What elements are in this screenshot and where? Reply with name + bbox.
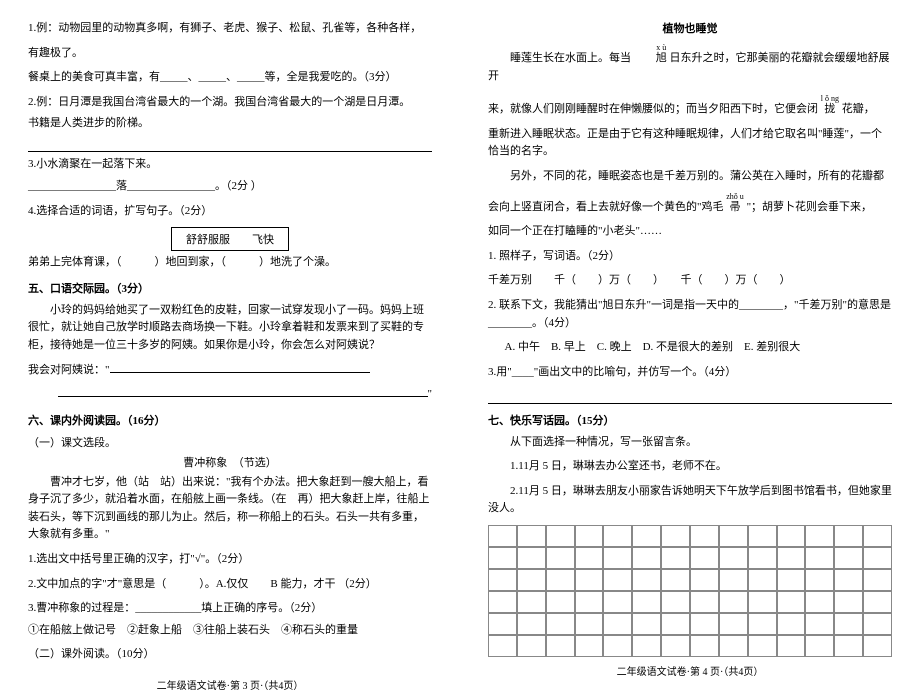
sub-6-1: （一）课文选段。 — [28, 434, 432, 450]
page-left: 1.例：动物园里的动物真多啊，有狮子、老虎、猴子、松鼠、孔雀等，各种各样， 有趣… — [0, 0, 460, 651]
page-right: 植物也睡觉 睡莲生长在水面上。每当 x ù旭 日东升之时，它那美丽的花瓣就会缓缓… — [460, 0, 920, 651]
sub-6-2: （二）课外阅读。（10分） — [28, 646, 432, 664]
excerpt-title: 曹冲称象 （节选） — [28, 454, 432, 470]
dialog-close: " — [428, 388, 433, 400]
passage-p2: 来，就像人们刚刚睡醒时在伸懒腰似的；而当夕阳西下时，它便会闭 l ǒ ng拢 花… — [488, 95, 892, 119]
passage-p4: 另外，不同的花，睡眠姿态也是千差万别的。蒲公英在入睡时，所有的花瓣都 — [488, 168, 892, 186]
text-line: 1.例：动物园里的动物真多啊，有狮子、老虎、猴子、松鼠、孔雀等，各种各样， — [28, 20, 432, 38]
text-line: 我会对阿姨说：" — [28, 362, 432, 380]
excerpt-paragraph: 曹冲才七岁，他（站 站）出来说："我有个办法。把大象赶到一艘大船上，看身子沉了多… — [28, 474, 432, 544]
text-line: 弟弟上完体育课，（ ）地回到家，（ ）地洗了个澡。 — [28, 254, 432, 272]
left-content: 1.例：动物园里的动物真多啊，有狮子、老虎、猴子、松鼠、孔雀等，各种各样， 有趣… — [28, 20, 432, 671]
passage-p1: 睡莲生长在水面上。每当 x ù旭 日东升之时，它那美丽的花瓣就会缓缓地舒展开 — [488, 44, 892, 85]
text-line: 3.小水滴聚在一起落下来。 — [28, 156, 432, 174]
text: 会向上竖直闭合，看上去就好像一个黄色的"鸡毛 — [488, 201, 724, 213]
text-line: 餐桌上的美食可真丰富，有_____、_____、_____等，全是我爱吃的。（3… — [28, 69, 432, 87]
section-6-header: 六、课内外阅读园。（16分） — [28, 412, 432, 428]
ruby-xu: x ù旭 — [634, 44, 667, 65]
passage-title: 植物也睡觉 — [488, 20, 892, 36]
text-line: " — [28, 386, 432, 404]
blank-line — [58, 386, 428, 397]
right-content: 植物也睡觉 睡莲生长在水面上。每当 x ù旭 日东升之时，它那美丽的花瓣就会缓缓… — [488, 20, 892, 657]
rq1-example: 千差万别 千（ ）万（ ） 千（ ）万（ ） — [488, 272, 892, 290]
question-3: 3.曹冲称象的过程是：____________填上正确的序号。（2分） — [28, 600, 432, 618]
p7b: 1.11月 5 日，琳琳去办公室还书，老师不在。 — [488, 458, 892, 476]
text-line: 有趣极了。 — [28, 45, 432, 63]
blank-line — [28, 137, 432, 152]
text: 来，就像人们刚刚睡醒时在伸懒腰似的；而当夕阳西下时，它便会闭 — [488, 103, 818, 115]
question-3-options: ①在船舷上做记号 ②赶象上船 ③往船上装石头 ④称石头的重量 — [28, 622, 432, 640]
paragraph: 小玲的妈妈给她买了一双粉红色的皮鞋，回家一试穿发现小了一码。妈妈上班很忙，就让她… — [28, 302, 432, 355]
text: 花瓣， — [842, 103, 875, 115]
text-line: ________________落________________。（2分 ） — [28, 178, 432, 196]
word-box-wrapper: 舒舒服服 飞快 — [28, 224, 432, 254]
ruby-long: l ǒ ng拢 — [821, 95, 839, 116]
passage-p3: 重新进入睡眠状态。正是由于它有这种睡眠规律，人们才给它取名叫"睡莲"，一个恰当的… — [488, 126, 892, 161]
blank-line — [488, 388, 892, 403]
rq2: 2. 联系下文，我能猜出"旭日东升"一词是指一天中的________，"千差万别… — [488, 297, 892, 332]
p7a: 从下面选择一种情况，写一张留言条。 — [488, 434, 892, 452]
text-line: 书籍是人类进步的阶梯。 — [28, 115, 432, 133]
rq1: 1. 照样子，写词语。（2分） — [488, 248, 892, 266]
word-box: 舒舒服服 飞快 — [171, 227, 289, 251]
dialog-open: 我会对阿姨说：" — [28, 364, 110, 376]
text-line: 2.例：日月潭是我国台湾省最大的一个湖。我国台湾省最大的一个湖是日月潭。 — [28, 94, 432, 112]
text-line: 4.选择合适的词语，扩写句子。（2分） — [28, 203, 432, 221]
text: 睡莲生长在水面上。每当 — [510, 52, 631, 64]
blank-line — [110, 362, 370, 373]
text: "；胡萝卜花则会垂下来， — [747, 201, 873, 213]
section-5-header: 五、口语交际园。（3分） — [28, 280, 432, 296]
section-7-header: 七、快乐写话园。（15分） — [488, 412, 892, 428]
rq3: 3.用"____"画出文中的比喻句，并仿写一个。（4分） — [488, 364, 892, 382]
page-footer-left: 二年级语文试卷·第 3 页·（共4页） — [28, 671, 432, 692]
p7c: 2.11月 5 日，琳琳去朋友小丽家告诉她明天下午放学后到图书馆看书，但她家里没… — [488, 483, 892, 518]
ruby-zhou: zhǒ u帚 — [726, 193, 744, 214]
question-1: 1.选出文中括号里正确的汉字，打"√"。（2分） — [28, 551, 432, 569]
rq2-options: A. 中午 B. 早上 C. 晚上 D. 不是很大的差别 E. 差别很大 — [488, 339, 892, 357]
passage-p6: 如同一个正在打瞌睡的"小老头"…… — [488, 223, 892, 241]
passage-p5: 会向上竖直闭合，看上去就好像一个黄色的"鸡毛 zhǒ u帚 "；胡萝卜花则会垂下… — [488, 193, 892, 217]
writing-grid — [488, 525, 892, 657]
page-footer-right: 二年级语文试卷·第 4 页·（共4页） — [488, 657, 892, 678]
question-2: 2.文中加点的字"才"意思是（ ）。A.仅仅 B 能力，才干 （2分） — [28, 576, 432, 594]
